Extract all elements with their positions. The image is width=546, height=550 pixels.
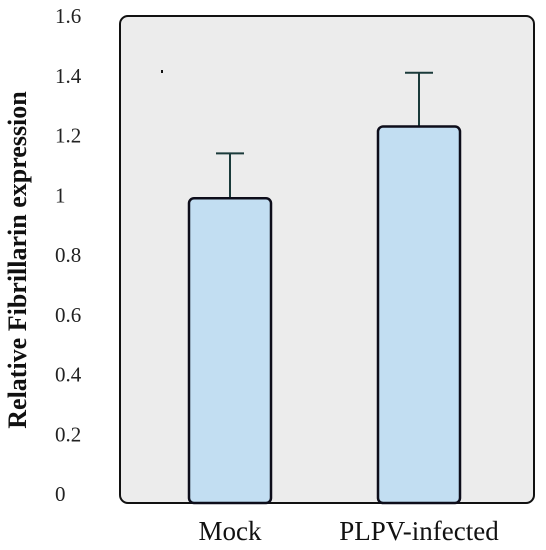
y-tick-label: 0.4 <box>55 363 82 387</box>
y-tick-label: 0.6 <box>55 303 81 327</box>
y-tick-label: 0.2 <box>55 422 81 446</box>
stray-mark <box>161 70 163 73</box>
y-tick-label: 0.8 <box>55 243 81 267</box>
bars <box>187 125 462 505</box>
x-axis-categories: Mock PLPV-infected <box>199 516 500 546</box>
y-tick-label: 1.6 <box>55 4 81 28</box>
bar <box>187 196 273 505</box>
y-tick-label: 1.2 <box>55 124 81 148</box>
x-category-label: PLPV-infected <box>339 516 499 546</box>
y-tick-label: 1 <box>55 183 66 207</box>
bar <box>376 125 462 505</box>
y-tick-label: 0 <box>55 482 66 506</box>
plot-area <box>119 15 535 504</box>
y-tick-label: 1.4 <box>55 64 82 88</box>
x-category-label: Mock <box>199 516 262 546</box>
error-bars <box>216 71 433 199</box>
y-axis-ticks: 0 0.2 0.4 0.6 0.8 1 1.2 1.4 1.6 <box>55 4 82 506</box>
y-axis-label: Relative Fibrillarin expression <box>3 91 32 429</box>
